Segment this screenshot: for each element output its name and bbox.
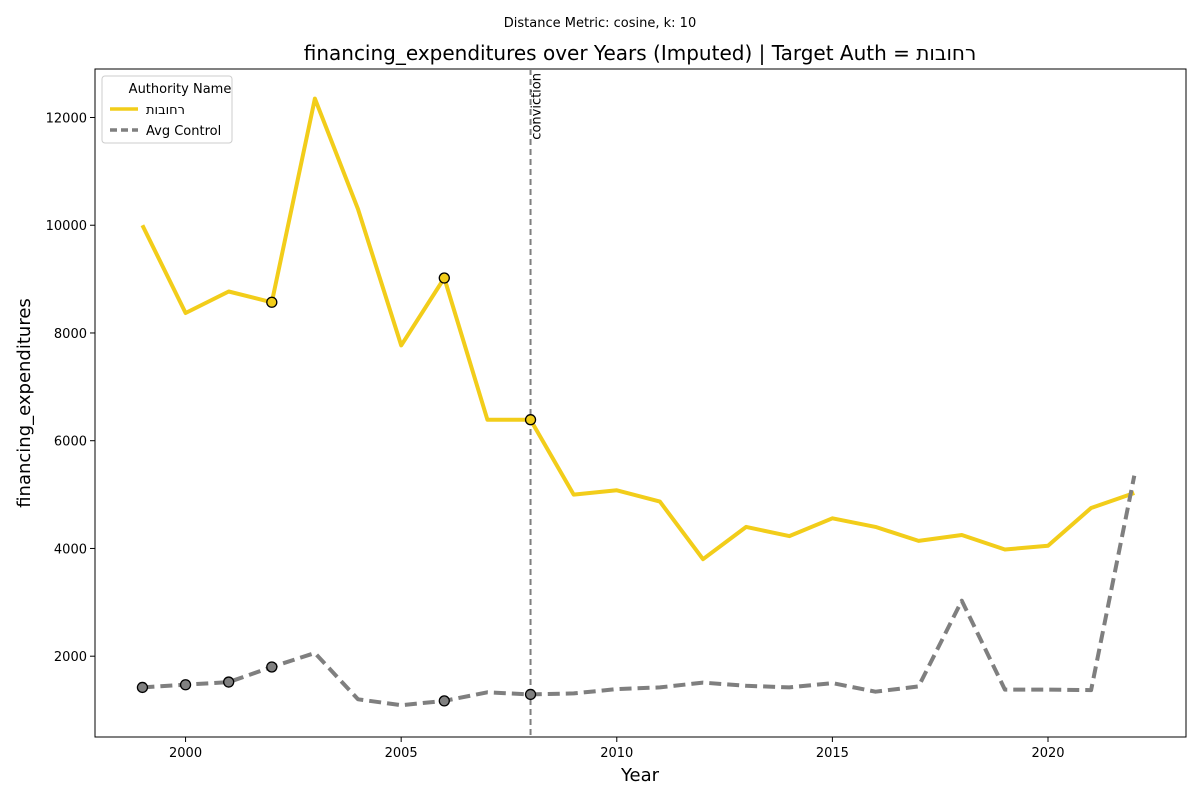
series-line-target <box>140 96 1135 562</box>
chart-suptitle: Distance Metric: cosine, k: 10 <box>504 16 696 31</box>
legend-label-control: Avg Control <box>146 124 221 139</box>
y-tick-label: 2000 <box>54 650 87 665</box>
imputed-point-control <box>266 661 278 673</box>
legend-title: Authority Name <box>129 82 232 97</box>
imputed-point-target <box>438 272 450 284</box>
conviction-label: conviction <box>530 73 545 140</box>
legend-box <box>101 75 233 144</box>
imputed-point-control <box>438 695 450 707</box>
x-axis: 2000 2005 2010 2015 2020 <box>169 737 1065 761</box>
x-tick-label: 2010 <box>600 746 633 761</box>
y-tick-label: 6000 <box>54 435 87 450</box>
x-tick-label: 2020 <box>1031 746 1064 761</box>
plot-frame <box>94 68 1187 738</box>
y-tick-label: 10000 <box>46 219 87 234</box>
series-group <box>136 96 1137 708</box>
imputed-point-control <box>136 681 149 694</box>
y-tick-label: 12000 <box>46 111 87 126</box>
legend-label-target: רחובות <box>146 103 185 118</box>
y-tick-label: 4000 <box>54 542 87 557</box>
series-line-control <box>142 475 1137 708</box>
x-axis-label: Year <box>620 765 660 786</box>
imputed-point-control <box>223 676 235 688</box>
chart-title: financing_expenditures over Years (Imput… <box>304 41 977 65</box>
x-tick-label: 2000 <box>169 746 202 761</box>
y-tick-label: 8000 <box>54 327 87 342</box>
imputed-point-target <box>266 296 278 308</box>
legend: Authority Name רחובות Avg Control <box>101 75 233 144</box>
imputed-point-control <box>524 688 537 701</box>
plot-area <box>94 68 1187 738</box>
y-axis-label: financing_expenditures <box>14 298 35 508</box>
y-axis: 2000 4000 6000 8000 10000 12000 <box>46 111 95 665</box>
conviction-marker: conviction <box>529 69 545 737</box>
x-tick-label: 2005 <box>385 746 418 761</box>
x-tick-label: 2015 <box>816 746 849 761</box>
imputed-point-control <box>179 679 192 691</box>
imputed-point-target <box>524 414 537 426</box>
